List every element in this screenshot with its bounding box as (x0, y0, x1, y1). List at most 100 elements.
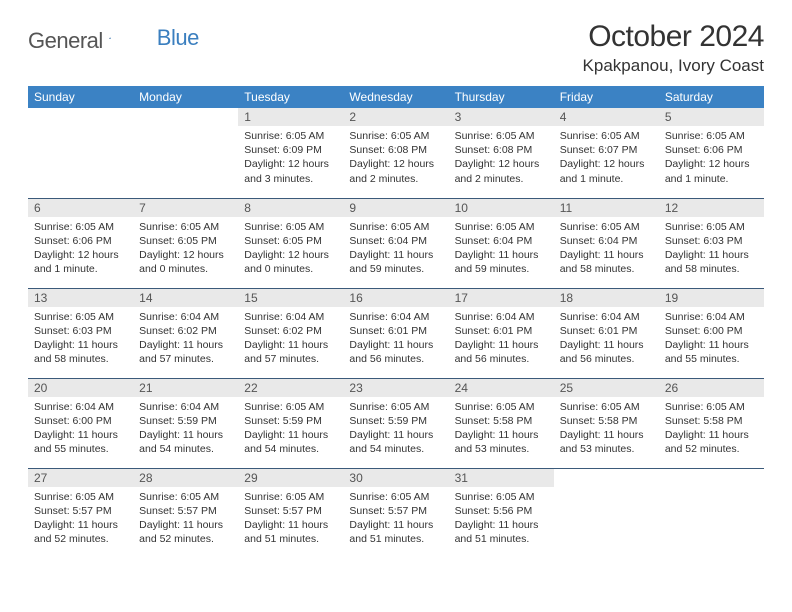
calendar-page: General Blue October 2024 Kpakpanou, Ivo… (0, 0, 792, 578)
day-details: Sunrise: 6:05 AMSunset: 5:59 PMDaylight:… (238, 397, 343, 463)
calendar-cell: 20Sunrise: 6:04 AMSunset: 6:00 PMDayligh… (28, 378, 133, 468)
day-number: 6 (28, 199, 133, 217)
calendar-cell: 29Sunrise: 6:05 AMSunset: 5:57 PMDayligh… (238, 468, 343, 558)
day-details: Sunrise: 6:05 AMSunset: 6:03 PMDaylight:… (659, 217, 764, 283)
calendar-cell: 3Sunrise: 6:05 AMSunset: 6:08 PMDaylight… (449, 108, 554, 198)
day-details: Sunrise: 6:05 AMSunset: 6:06 PMDaylight:… (28, 217, 133, 283)
day-details: Sunrise: 6:04 AMSunset: 6:01 PMDaylight:… (449, 307, 554, 373)
calendar-cell: 21Sunrise: 6:04 AMSunset: 5:59 PMDayligh… (133, 378, 238, 468)
day-details: Sunrise: 6:04 AMSunset: 6:00 PMDaylight:… (28, 397, 133, 463)
day-number: 7 (133, 199, 238, 217)
day-header: Tuesday (238, 86, 343, 108)
day-details: Sunrise: 6:05 AMSunset: 5:57 PMDaylight:… (343, 487, 448, 553)
day-number: 22 (238, 379, 343, 397)
day-number: 25 (554, 379, 659, 397)
day-details: Sunrise: 6:05 AMSunset: 6:08 PMDaylight:… (449, 126, 554, 192)
day-header: Monday (133, 86, 238, 108)
calendar-cell: 13Sunrise: 6:05 AMSunset: 6:03 PMDayligh… (28, 288, 133, 378)
day-details: Sunrise: 6:04 AMSunset: 6:02 PMDaylight:… (133, 307, 238, 373)
calendar-cell: 28Sunrise: 6:05 AMSunset: 5:57 PMDayligh… (133, 468, 238, 558)
calendar-row: 20Sunrise: 6:04 AMSunset: 6:00 PMDayligh… (28, 378, 764, 468)
day-header: Sunday (28, 86, 133, 108)
calendar-row: 13Sunrise: 6:05 AMSunset: 6:03 PMDayligh… (28, 288, 764, 378)
day-details: Sunrise: 6:04 AMSunset: 6:02 PMDaylight:… (238, 307, 343, 373)
day-number: 2 (343, 108, 448, 126)
day-number: 14 (133, 289, 238, 307)
day-details: Sunrise: 6:05 AMSunset: 5:57 PMDaylight:… (28, 487, 133, 553)
calendar-cell: 26Sunrise: 6:05 AMSunset: 5:58 PMDayligh… (659, 378, 764, 468)
day-number: 5 (659, 108, 764, 126)
day-details: Sunrise: 6:05 AMSunset: 6:07 PMDaylight:… (554, 126, 659, 192)
day-header-row: Sunday Monday Tuesday Wednesday Thursday… (28, 86, 764, 108)
calendar-cell (28, 108, 133, 198)
calendar-cell: 15Sunrise: 6:04 AMSunset: 6:02 PMDayligh… (238, 288, 343, 378)
day-details: Sunrise: 6:05 AMSunset: 6:09 PMDaylight:… (238, 126, 343, 192)
day-details: Sunrise: 6:05 AMSunset: 6:05 PMDaylight:… (238, 217, 343, 283)
calendar-cell: 27Sunrise: 6:05 AMSunset: 5:57 PMDayligh… (28, 468, 133, 558)
calendar-cell: 19Sunrise: 6:04 AMSunset: 6:00 PMDayligh… (659, 288, 764, 378)
day-details: Sunrise: 6:05 AMSunset: 6:08 PMDaylight:… (343, 126, 448, 192)
day-header: Thursday (449, 86, 554, 108)
day-number: 23 (343, 379, 448, 397)
logo-sail-icon (109, 31, 112, 45)
day-details: Sunrise: 6:05 AMSunset: 6:03 PMDaylight:… (28, 307, 133, 373)
calendar-cell: 5Sunrise: 6:05 AMSunset: 6:06 PMDaylight… (659, 108, 764, 198)
day-number: 13 (28, 289, 133, 307)
day-details: Sunrise: 6:05 AMSunset: 6:04 PMDaylight:… (554, 217, 659, 283)
day-number: 19 (659, 289, 764, 307)
calendar-cell: 24Sunrise: 6:05 AMSunset: 5:58 PMDayligh… (449, 378, 554, 468)
location: Kpakpanou, Ivory Coast (583, 56, 764, 76)
calendar-cell: 14Sunrise: 6:04 AMSunset: 6:02 PMDayligh… (133, 288, 238, 378)
calendar-cell: 11Sunrise: 6:05 AMSunset: 6:04 PMDayligh… (554, 198, 659, 288)
logo-text-blue: Blue (157, 25, 199, 51)
day-number: 12 (659, 199, 764, 217)
calendar-cell: 1Sunrise: 6:05 AMSunset: 6:09 PMDaylight… (238, 108, 343, 198)
calendar-cell: 7Sunrise: 6:05 AMSunset: 6:05 PMDaylight… (133, 198, 238, 288)
day-details: Sunrise: 6:05 AMSunset: 6:04 PMDaylight:… (343, 217, 448, 283)
day-details: Sunrise: 6:05 AMSunset: 6:04 PMDaylight:… (449, 217, 554, 283)
calendar-cell: 22Sunrise: 6:05 AMSunset: 5:59 PMDayligh… (238, 378, 343, 468)
day-number: 27 (28, 469, 133, 487)
day-number: 1 (238, 108, 343, 126)
calendar-cell: 10Sunrise: 6:05 AMSunset: 6:04 PMDayligh… (449, 198, 554, 288)
day-details: Sunrise: 6:04 AMSunset: 6:01 PMDaylight:… (554, 307, 659, 373)
calendar-cell (554, 468, 659, 558)
calendar-cell: 2Sunrise: 6:05 AMSunset: 6:08 PMDaylight… (343, 108, 448, 198)
day-details: Sunrise: 6:04 AMSunset: 6:00 PMDaylight:… (659, 307, 764, 373)
calendar-row: 27Sunrise: 6:05 AMSunset: 5:57 PMDayligh… (28, 468, 764, 558)
day-details: Sunrise: 6:05 AMSunset: 5:56 PMDaylight:… (449, 487, 554, 553)
day-number: 24 (449, 379, 554, 397)
calendar-cell: 30Sunrise: 6:05 AMSunset: 5:57 PMDayligh… (343, 468, 448, 558)
calendar-row: 6Sunrise: 6:05 AMSunset: 6:06 PMDaylight… (28, 198, 764, 288)
day-header: Wednesday (343, 86, 448, 108)
day-details: Sunrise: 6:05 AMSunset: 5:58 PMDaylight:… (659, 397, 764, 463)
day-number: 10 (449, 199, 554, 217)
day-number: 30 (343, 469, 448, 487)
day-details: Sunrise: 6:05 AMSunset: 5:58 PMDaylight:… (449, 397, 554, 463)
calendar-cell: 31Sunrise: 6:05 AMSunset: 5:56 PMDayligh… (449, 468, 554, 558)
day-number: 31 (449, 469, 554, 487)
header: General Blue October 2024 Kpakpanou, Ivo… (28, 20, 764, 76)
day-number: 4 (554, 108, 659, 126)
day-number: 15 (238, 289, 343, 307)
day-number: 8 (238, 199, 343, 217)
day-details: Sunrise: 6:05 AMSunset: 5:58 PMDaylight:… (554, 397, 659, 463)
calendar-cell: 16Sunrise: 6:04 AMSunset: 6:01 PMDayligh… (343, 288, 448, 378)
day-number: 29 (238, 469, 343, 487)
day-header: Saturday (659, 86, 764, 108)
calendar-cell: 12Sunrise: 6:05 AMSunset: 6:03 PMDayligh… (659, 198, 764, 288)
calendar-cell: 4Sunrise: 6:05 AMSunset: 6:07 PMDaylight… (554, 108, 659, 198)
day-number: 11 (554, 199, 659, 217)
calendar-row: 1Sunrise: 6:05 AMSunset: 6:09 PMDaylight… (28, 108, 764, 198)
day-details: Sunrise: 6:04 AMSunset: 6:01 PMDaylight:… (343, 307, 448, 373)
day-number: 20 (28, 379, 133, 397)
calendar-cell: 17Sunrise: 6:04 AMSunset: 6:01 PMDayligh… (449, 288, 554, 378)
day-details: Sunrise: 6:05 AMSunset: 6:05 PMDaylight:… (133, 217, 238, 283)
day-details: Sunrise: 6:05 AMSunset: 5:57 PMDaylight:… (238, 487, 343, 553)
day-number: 21 (133, 379, 238, 397)
title-block: October 2024 Kpakpanou, Ivory Coast (583, 20, 764, 76)
day-number: 28 (133, 469, 238, 487)
day-details: Sunrise: 6:04 AMSunset: 5:59 PMDaylight:… (133, 397, 238, 463)
day-number: 17 (449, 289, 554, 307)
calendar-cell: 18Sunrise: 6:04 AMSunset: 6:01 PMDayligh… (554, 288, 659, 378)
